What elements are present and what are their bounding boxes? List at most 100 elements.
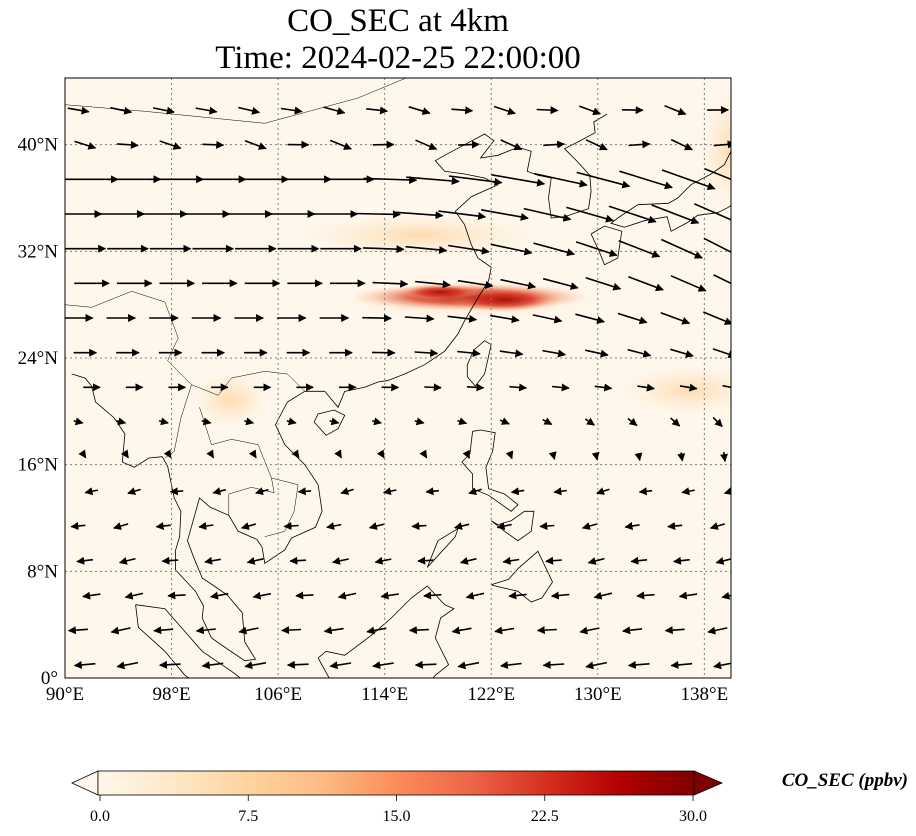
wind-arrow [548, 451, 557, 460]
wind-arrow [500, 139, 523, 151]
wind-arrow [566, 206, 614, 223]
wind-arrow [82, 591, 101, 600]
wind-arrow [411, 522, 427, 530]
wind-arrow [286, 417, 297, 426]
wind-arrow [76, 556, 93, 565]
wind-arrow [332, 556, 349, 565]
wind-arrow [414, 417, 425, 426]
wind-arrow [84, 487, 99, 496]
wind-arrow [722, 384, 731, 389]
wind-arrow [374, 556, 392, 565]
lat-tick-label: 0° [41, 668, 58, 689]
wind-arrow [496, 522, 512, 530]
lat-tick-label: 40°N [18, 135, 59, 156]
wind-arrow [664, 626, 685, 635]
wind-arrow [161, 556, 179, 565]
wind-arrow [74, 140, 97, 150]
wind-arrow [581, 522, 598, 530]
wind-arrow [627, 660, 650, 669]
wind-arrow [67, 106, 90, 115]
wind-arrow [542, 277, 579, 290]
wind-arrow [368, 522, 384, 530]
wind-arrow [414, 348, 439, 357]
colorbar-label: CO_SEC (ppbv) [781, 770, 908, 791]
wind-arrow [423, 591, 442, 600]
co-diffuse-band [190, 372, 270, 428]
wind-arrow [532, 314, 563, 324]
coastline-segment [317, 585, 455, 678]
wind-arrow [167, 591, 186, 600]
colorbar-ticks: 0.0 7.5 15.0 22.5 30.0 [90, 795, 707, 825]
wind-arrow [195, 106, 218, 115]
wind-arrow [169, 487, 184, 496]
wind-arrow [124, 591, 144, 600]
wind-arrow [326, 522, 342, 530]
wind-arrow [372, 417, 382, 426]
lon-tick-label: 114°E [361, 684, 408, 705]
wind-arrow [458, 140, 480, 149]
wind-arrow [163, 449, 172, 459]
wind-arrow [67, 626, 88, 635]
wind-arrow [542, 417, 553, 426]
wind-arrow [117, 140, 139, 149]
wind-arrow [153, 626, 174, 635]
wind-arrow [255, 487, 269, 496]
wind-arrow [329, 661, 352, 670]
wind-arrow [670, 138, 693, 151]
plot-title-line2: Time: 2024-02-25 22:00:00 [215, 40, 581, 76]
wind-arrow [505, 450, 514, 460]
wind-arrow [510, 487, 525, 496]
wind-arrow [252, 591, 272, 600]
wind-arrow [415, 280, 451, 289]
colorbar-tick-label: 30.0 [679, 808, 707, 825]
colorbar-tick-label: 7.5 [238, 808, 258, 825]
wind-arrow [481, 209, 529, 221]
plot-title-line1: CO_SEC at 4km [287, 3, 509, 39]
wind-arrow [238, 626, 259, 635]
wind-arrow [425, 487, 439, 496]
wind-arrow [715, 557, 731, 565]
co-diffuse-band [300, 213, 540, 257]
co-plume-core [400, 284, 480, 300]
wind-arrow [376, 449, 385, 459]
wind-arrow [366, 106, 388, 115]
wind-arrow [576, 171, 631, 189]
wind-arrow [502, 556, 520, 565]
lon-tick-label: 106°E [254, 684, 302, 705]
wind-arrow [78, 449, 87, 459]
wind-arrow [362, 245, 405, 254]
wind-arrow [362, 314, 392, 323]
wind-arrow [405, 245, 448, 254]
wind-arrow [454, 522, 470, 530]
wind-arrow [584, 417, 595, 426]
coastline-segment [491, 550, 553, 603]
wind-arrow [552, 383, 570, 392]
coastline-segment [426, 527, 459, 568]
wind-arrow [158, 417, 169, 426]
wind-arrow [329, 139, 352, 150]
wind-arrow [155, 522, 171, 530]
wind-arrow [550, 591, 570, 600]
wind-arrow [465, 591, 485, 600]
wind-arrow [709, 522, 726, 530]
border-segment [164, 301, 305, 396]
wind-arrow [608, 205, 657, 224]
colorbar-tick-label: 0.0 [90, 808, 110, 825]
wind-arrow [289, 556, 307, 565]
wind-arrow [593, 591, 613, 600]
lat-tick-label: 16°N [18, 455, 59, 476]
wind-arrow [210, 591, 229, 600]
wind-arrow [457, 279, 494, 289]
wind-arrow [542, 349, 566, 358]
wind-arrow [585, 139, 608, 151]
wind-arrow [579, 626, 600, 635]
wind-arrow [667, 522, 683, 530]
wind-arrow [545, 556, 562, 565]
wind-arrow [493, 105, 516, 116]
wind-arrow [406, 176, 460, 185]
border-segment [65, 291, 165, 308]
wind-arrow [619, 170, 673, 190]
map-panel [64, 77, 732, 679]
wind-arrow [704, 167, 731, 181]
wind-arrow [113, 522, 129, 530]
